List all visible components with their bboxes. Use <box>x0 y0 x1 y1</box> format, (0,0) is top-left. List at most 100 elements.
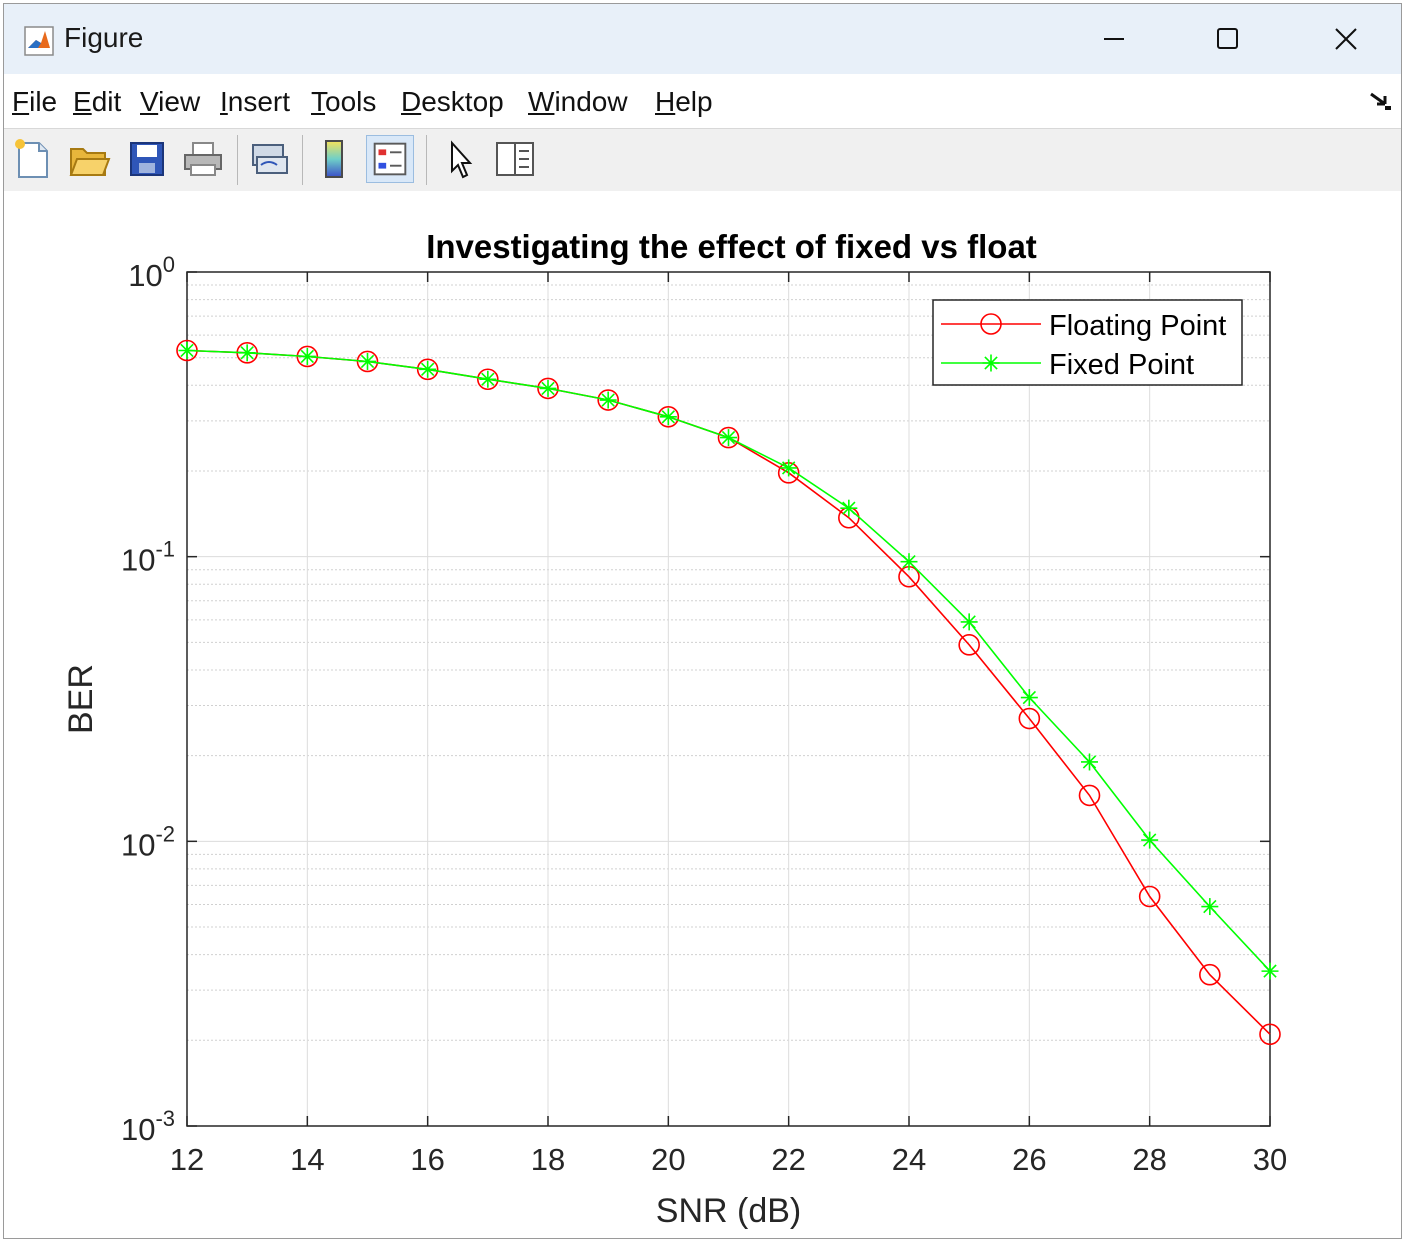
edit-plot-icon[interactable] <box>436 135 484 183</box>
dock-figure-icon[interactable] <box>1367 90 1395 114</box>
legend-entry: Fixed Point <box>941 349 1194 381</box>
y-axis-label: BER <box>62 664 100 734</box>
y-tick-label: 100 <box>128 252 175 293</box>
data-point <box>1138 885 1161 908</box>
marker-stroke <box>481 372 495 386</box>
data-point <box>657 405 680 428</box>
grid <box>186 271 1271 1127</box>
y-tick-exponent: -3 <box>155 1106 175 1131</box>
print-icon[interactable] <box>179 135 227 183</box>
toolbar <box>4 128 1401 192</box>
save-icon[interactable] <box>123 135 171 183</box>
marker-stroke <box>360 354 375 369</box>
x-tick-label: 28 <box>1132 1142 1166 1177</box>
menu-view[interactable]: View <box>140 86 201 117</box>
marker-stroke <box>300 349 315 364</box>
marker-stroke <box>1203 899 1217 914</box>
open-file-icon[interactable] <box>65 135 113 183</box>
colorbar-icon[interactable] <box>310 135 358 183</box>
data-point <box>960 613 978 631</box>
data-point <box>477 368 499 391</box>
data-point <box>840 499 858 517</box>
link-plot-icon[interactable] <box>245 135 293 183</box>
matlab-icon <box>24 26 54 56</box>
menu-help[interactable]: Help <box>655 86 713 117</box>
data-point <box>659 408 677 426</box>
y-tick-label: 10-3 <box>121 1106 175 1147</box>
data-point <box>1199 963 1221 986</box>
data-point <box>178 341 196 359</box>
toolbar-separator <box>426 135 427 185</box>
marker-stroke <box>781 461 796 475</box>
property-inspector-icon[interactable] <box>491 135 539 183</box>
chart-title: Investigating the effect of fixed vs flo… <box>426 228 1037 265</box>
legend-icon[interactable] <box>366 135 414 183</box>
marker-stroke <box>721 430 736 445</box>
x-tick-label: 30 <box>1253 1142 1287 1177</box>
data-point <box>416 358 439 381</box>
x-tick-label: 16 <box>410 1142 444 1177</box>
legend-box <box>932 299 1243 386</box>
data-point <box>597 389 619 411</box>
marker-stroke <box>420 362 435 377</box>
data-point <box>539 379 557 397</box>
figure-area: 12 14 16 18 20 22 24 26 28 30 100 10-1 10-2 10-3 Inve… <box>4 191 1401 1239</box>
data-point <box>298 347 316 365</box>
marker-stroke <box>902 555 916 569</box>
marker-stroke <box>601 393 615 407</box>
data-point <box>1201 898 1219 916</box>
data-point <box>1020 689 1038 707</box>
legend[interactable]: Floating Point Fixed Point <box>932 299 1243 386</box>
legend-label: Floating Point <box>1049 310 1226 342</box>
data-point <box>900 553 918 571</box>
data-point <box>958 634 980 656</box>
toolbar-separator <box>237 135 238 185</box>
series-line <box>186 349 1271 1035</box>
marker-stroke <box>661 410 676 424</box>
data-point <box>479 370 497 388</box>
menu-insert[interactable]: Insert <box>220 86 291 117</box>
maximize-button[interactable] <box>1180 14 1290 64</box>
menu-edit[interactable]: Edit <box>73 86 122 117</box>
data-point <box>1081 753 1098 771</box>
y-tick-label: 10-2 <box>121 821 175 862</box>
marker-stroke <box>180 343 194 358</box>
menu-file[interactable]: File <box>12 86 58 117</box>
x-tick-label: 26 <box>1012 1142 1046 1177</box>
data-point <box>720 429 737 447</box>
marker-stroke <box>842 501 856 515</box>
series <box>176 339 1281 1046</box>
data-point <box>419 360 437 378</box>
data-point <box>1018 707 1041 730</box>
data-point <box>1141 831 1159 849</box>
menu-tools[interactable]: Tools <box>311 86 377 117</box>
y-tick-label: 10-1 <box>121 537 175 578</box>
x-tick-label: 24 <box>892 1142 926 1177</box>
marker-stroke <box>962 615 976 629</box>
series-fixed-point <box>178 341 1279 980</box>
x-tick-label: 20 <box>651 1142 685 1177</box>
marker-stroke <box>240 346 254 360</box>
legend-marker <box>982 354 1000 372</box>
marker-stroke <box>541 381 555 396</box>
data-point <box>717 426 740 449</box>
close-button[interactable] <box>1290 14 1400 64</box>
minimize-button[interactable] <box>1070 14 1180 64</box>
data-point <box>238 344 256 362</box>
title-bar: Figure <box>4 4 1401 74</box>
toolbar-separator <box>302 135 303 185</box>
marker-stroke <box>1263 964 1277 978</box>
new-figure-icon[interactable] <box>9 135 57 183</box>
data-point <box>599 391 617 409</box>
axes-box <box>186 271 1271 1127</box>
menu-desktop[interactable]: Desktop <box>401 86 504 117</box>
x-axis-label: SNR (dB) <box>656 1192 801 1230</box>
marker-stroke <box>984 356 998 370</box>
window-title: Figure <box>64 22 144 53</box>
legend-label: Fixed Point <box>1049 349 1194 381</box>
y-tick-base: 10 <box>128 258 162 293</box>
menu-bar: File Edit View Insert Tools Desktop Wind… <box>4 74 1401 128</box>
menu-window[interactable]: Window <box>528 86 628 117</box>
